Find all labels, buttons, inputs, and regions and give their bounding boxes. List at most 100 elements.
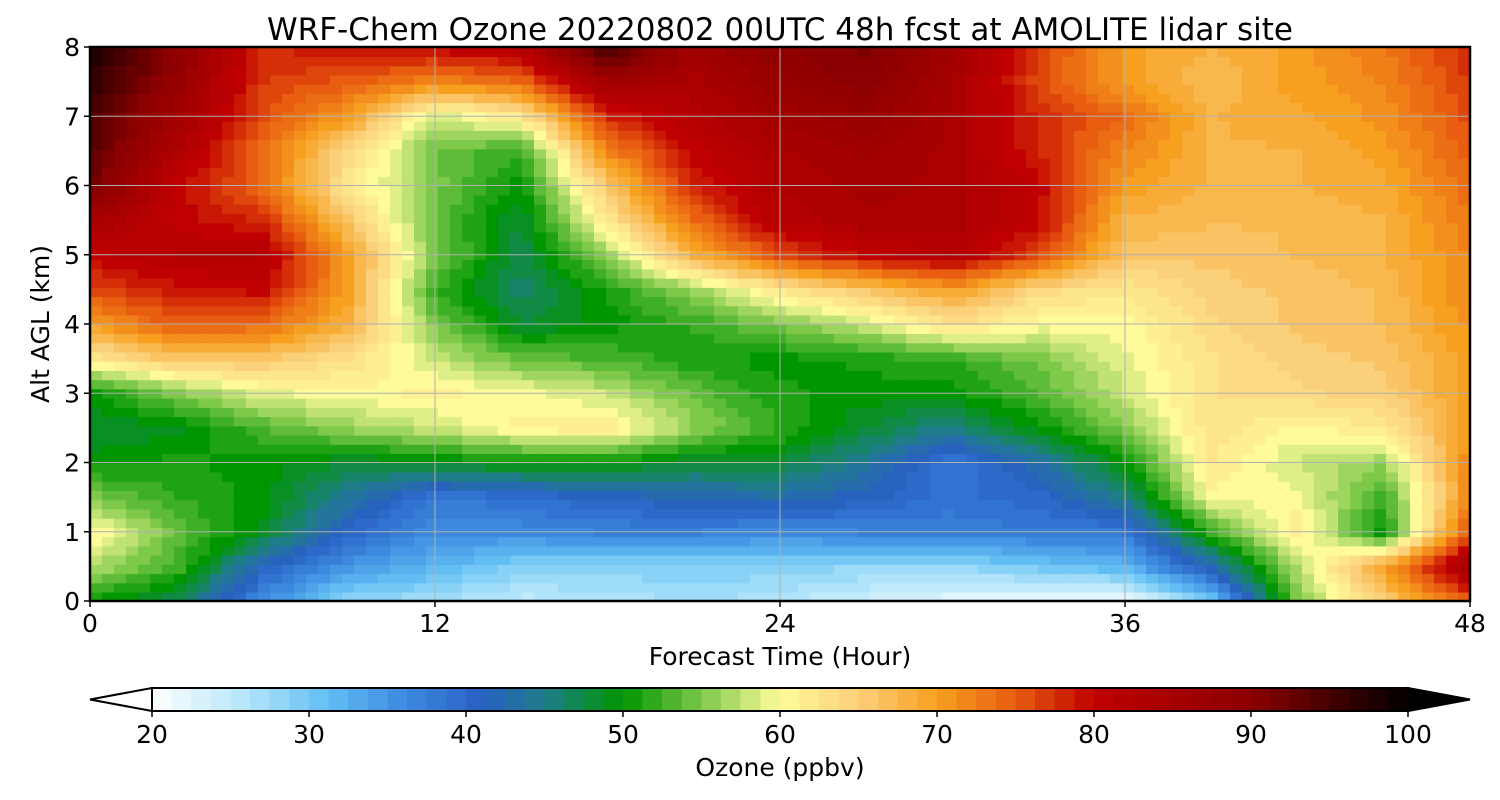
contour-cell [546, 416, 559, 427]
contour-cell [1374, 462, 1387, 473]
contour-cell [786, 508, 799, 519]
contour-cell [294, 434, 307, 445]
contour-cell [1458, 305, 1470, 316]
contour-cell [1206, 573, 1219, 584]
contour-cell [1302, 490, 1315, 501]
contour-cell [1110, 591, 1123, 601]
contour-cell [642, 213, 655, 224]
contour-cell [1170, 582, 1183, 593]
contour-cell [846, 342, 859, 353]
contour-cell [1074, 434, 1087, 445]
contour-cell [558, 536, 571, 547]
contour-cell [1074, 351, 1087, 362]
contour-cell [318, 471, 331, 482]
contour-cell [1098, 591, 1111, 601]
contour-cell [282, 333, 295, 344]
contour-cell [546, 517, 559, 528]
contour-cell [630, 407, 643, 418]
contour-cell [1146, 480, 1159, 491]
contour-cell [198, 213, 211, 224]
contour-cell [1122, 333, 1135, 344]
contour-cell [1266, 370, 1279, 381]
contour-cell [582, 213, 595, 224]
contour-cell [270, 564, 283, 575]
contour-cell [858, 314, 871, 325]
contour-cell [1266, 351, 1279, 362]
contour-cell [762, 259, 775, 270]
contour-cell [222, 490, 235, 501]
contour-cell [798, 517, 811, 528]
contour-cell [846, 296, 859, 307]
contour-cell [822, 333, 835, 344]
contour-cell [354, 268, 367, 279]
contour-cell [1230, 545, 1243, 556]
contour-cell [1182, 573, 1195, 584]
contour-cell [810, 453, 823, 464]
contour-cell [1338, 379, 1351, 390]
contour-cell [1086, 480, 1099, 491]
contour-cell [1458, 471, 1470, 482]
contour-cell [1254, 582, 1267, 593]
contour-cell [618, 434, 631, 445]
contour-cell [1242, 407, 1255, 418]
contour-cell [318, 397, 331, 408]
contour-cell [1266, 296, 1279, 307]
contour-cell [186, 314, 199, 325]
contour-cell [954, 434, 967, 445]
contour-cell [1110, 564, 1123, 575]
contour-cell [870, 499, 883, 510]
contour-cell [906, 536, 919, 547]
contour-cell [798, 564, 811, 575]
contour-cell [954, 517, 967, 528]
contour-cell [270, 351, 283, 362]
contour-cell [570, 444, 583, 455]
contour-cell [1386, 259, 1399, 270]
contour-cell [426, 508, 439, 519]
contour-cell [666, 545, 679, 556]
contour-cell [894, 407, 907, 418]
contour-cell [1230, 434, 1243, 445]
contour-cell [678, 564, 691, 575]
contour-cell [294, 444, 307, 455]
contour-cell [1302, 564, 1315, 575]
contour-cell [558, 203, 571, 214]
contour-cell [234, 213, 247, 224]
contour-cell [1386, 582, 1399, 593]
contour-cell [1302, 351, 1315, 362]
contour-cell [582, 287, 595, 298]
contour-cell [1278, 462, 1291, 473]
contour-cell [402, 287, 415, 298]
contour-cell [390, 573, 403, 584]
contour-cell [654, 397, 667, 408]
contour-cell [1170, 333, 1183, 344]
contour-cell [126, 333, 139, 344]
contour-cell [402, 351, 415, 362]
contour-cell [150, 222, 163, 233]
contour-cell [1302, 333, 1315, 344]
contour-cell [486, 545, 499, 556]
contour-cell [462, 444, 475, 455]
contour-cell [726, 259, 739, 270]
contour-cell [114, 203, 127, 214]
contour-cell [234, 490, 247, 501]
contour-cell [870, 480, 883, 491]
contour-cell [198, 351, 211, 362]
contour-cell [810, 314, 823, 325]
contour-cell [1338, 508, 1351, 519]
contour-cell [942, 333, 955, 344]
contour-cell [1254, 351, 1267, 362]
contour-cell [522, 508, 535, 519]
contour-cell [990, 324, 1003, 335]
contour-cell [786, 360, 799, 371]
contour-cell [306, 591, 319, 601]
contour-cell [570, 490, 583, 501]
contour-cell [618, 480, 631, 491]
contour-cell [426, 434, 439, 445]
contour-cell [1434, 397, 1447, 408]
contour-cell [462, 573, 475, 584]
contour-cell [1074, 573, 1087, 584]
contour-cell [1026, 490, 1039, 501]
contour-cell [378, 434, 391, 445]
contour-cell [294, 591, 307, 601]
contour-cell [450, 268, 463, 279]
